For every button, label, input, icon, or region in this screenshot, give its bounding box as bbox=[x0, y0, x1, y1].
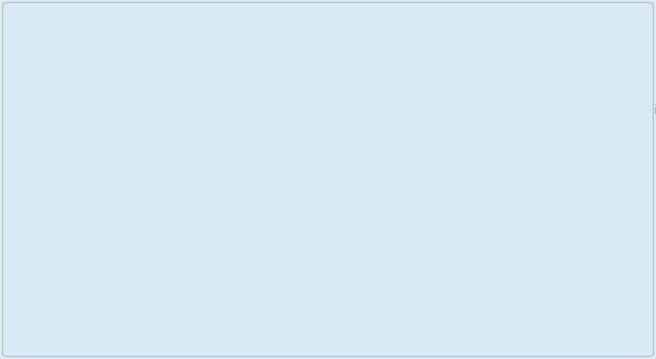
Text: Uniform gradient signifies that an income or disbursement changes by the same am: Uniform gradient signifies that an incom… bbox=[55, 104, 656, 117]
Text: c.: c. bbox=[42, 205, 54, 219]
Text: Select one:: Select one: bbox=[16, 64, 91, 77]
Text: each interest period: each interest period bbox=[55, 118, 190, 131]
Text: In a cash flow series regarding the gradient:: In a cash flow series regarding the grad… bbox=[16, 29, 312, 42]
Text: Either an increase or decrease in the amount of a cash flow is called the gradie: Either an increase or decrease in the am… bbox=[55, 169, 600, 182]
Text: a.: a. bbox=[42, 83, 54, 95]
Text: The gradient in the cash flow may be positive or negative: The gradient in the cash flow may be pos… bbox=[55, 227, 441, 240]
Text: d. All of the above is correct: d. All of the above is correct bbox=[42, 270, 230, 283]
Text: b.: b. bbox=[42, 148, 54, 160]
